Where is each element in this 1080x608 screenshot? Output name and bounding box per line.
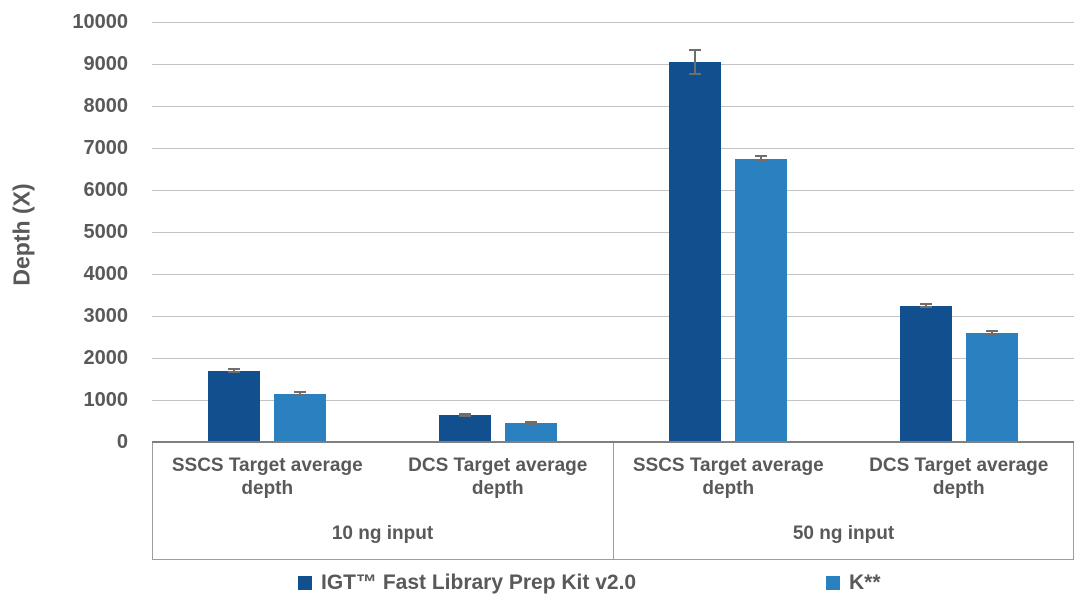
- legend-swatch-k: [826, 576, 840, 590]
- gridline: [152, 315, 1074, 317]
- error-bar: [760, 155, 763, 161]
- y-tick-label: 8000: [83, 95, 129, 117]
- legend-label-k: K**: [849, 571, 881, 594]
- gridline: [152, 273, 1074, 275]
- y-tick-label: 4000: [83, 263, 129, 285]
- error-bar: [990, 330, 993, 335]
- legend-item-igt: IGT™ Fast Library Prep Kit v2.0: [298, 571, 636, 595]
- category-label: DCS Target average depth: [869, 455, 1049, 499]
- error-bar: [233, 368, 236, 373]
- gridline: [152, 147, 1074, 149]
- category-label: SSCS Target average depth: [632, 455, 824, 499]
- y-tick-label: 1000: [83, 389, 129, 411]
- gridline: [152, 399, 1074, 401]
- y-tick-label: 0: [116, 431, 128, 453]
- group-divider-line: [613, 442, 614, 560]
- error-bar: [924, 304, 927, 307]
- bar-k-cat3: [965, 332, 1018, 442]
- gridline: [152, 21, 1074, 23]
- legend-label-igt: IGT™ Fast Library Prep Kit v2.0: [321, 571, 637, 594]
- y-tick-label: 3000: [83, 305, 129, 327]
- error-bar-cap: [985, 333, 998, 336]
- x-axis-line: [152, 441, 1074, 443]
- error-bar-cap: [294, 394, 307, 397]
- category-label: SSCS Target average depth: [171, 455, 363, 499]
- bar-k-cat2: [735, 158, 788, 442]
- error-bar-cap: [689, 72, 702, 75]
- error-bar-cap: [524, 421, 537, 424]
- error-bar-cap: [524, 422, 537, 425]
- error-bar-cap: [985, 329, 998, 332]
- gridline: [152, 357, 1074, 359]
- error-bar: [299, 392, 302, 396]
- error-bar-cap: [458, 412, 471, 415]
- error-bar-cap: [755, 154, 768, 157]
- error-bar-cap: [919, 303, 932, 306]
- category-label: DCS Target average depth: [408, 455, 588, 499]
- gridline: [152, 63, 1074, 65]
- error-bar-cap: [919, 305, 932, 308]
- y-tick-label: 7000: [83, 137, 129, 159]
- y-tick-label: 5000: [83, 221, 129, 243]
- group-label: 10 ng input: [331, 523, 434, 544]
- error-bar-cap: [228, 367, 241, 370]
- legend-swatch-igt: [298, 576, 312, 590]
- gridline: [152, 105, 1074, 107]
- error-bar: [463, 413, 466, 416]
- error-bar: [694, 50, 697, 74]
- error-bar-cap: [294, 391, 307, 394]
- gridline: [152, 231, 1074, 233]
- error-bar-cap: [689, 49, 702, 52]
- bar-igt-cat3: [899, 305, 952, 442]
- y-tick-label: 2000: [83, 347, 129, 369]
- legend-item-k: K**: [826, 571, 881, 595]
- error-bar-cap: [458, 414, 471, 417]
- bar-k-cat1: [504, 423, 557, 442]
- error-bar-cap: [228, 371, 241, 374]
- bar-k-cat0: [274, 393, 327, 442]
- y-tick-label: 10000: [72, 11, 128, 33]
- group-label: 50 ng input: [792, 523, 895, 544]
- error-bar-cap: [755, 160, 768, 163]
- bar-igt-cat2: [669, 61, 722, 442]
- bar-igt-cat0: [208, 370, 261, 442]
- gridline: [152, 189, 1074, 191]
- y-tick-label: 9000: [83, 53, 129, 75]
- bar-igt-cat1: [438, 414, 491, 442]
- y-tick-label: 6000: [83, 179, 129, 201]
